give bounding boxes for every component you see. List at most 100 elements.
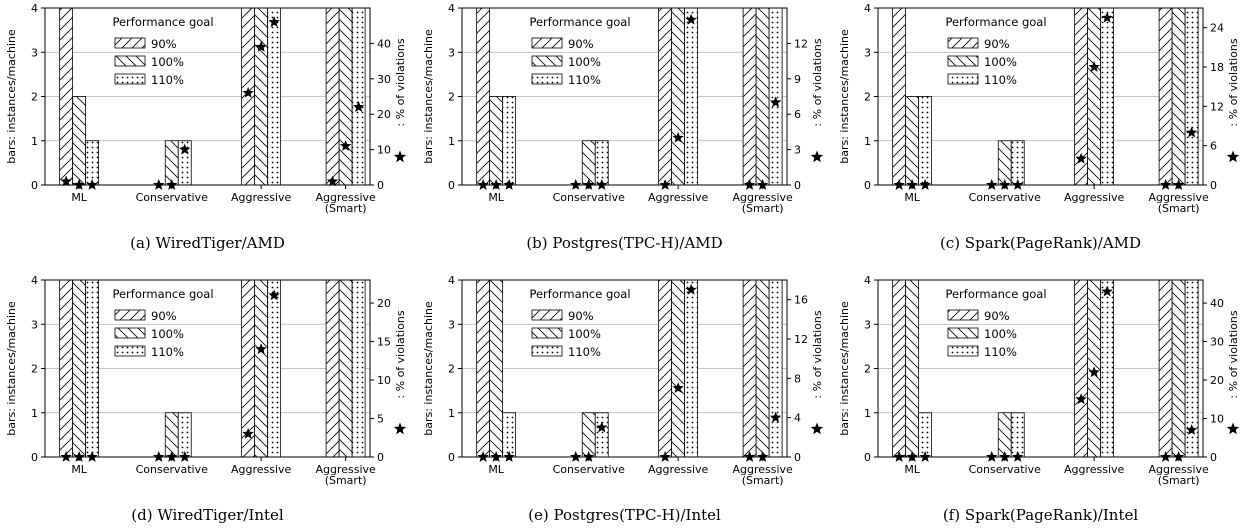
panel-caption: (b) Postgres(TPC-H)/AMD xyxy=(526,234,722,252)
bar-100pct-3 xyxy=(1171,279,1186,458)
violation-star xyxy=(986,179,998,190)
violation-star xyxy=(769,96,782,108)
y-tick-label: 0 xyxy=(31,451,38,464)
y-tick-label: 4 xyxy=(31,2,38,15)
bar-100pct-1 xyxy=(164,140,179,186)
right-axis-label: : % of violations xyxy=(394,310,407,398)
x-tick-label-line: ML xyxy=(71,463,87,476)
right-axis-label: : % of violations xyxy=(811,310,824,398)
bar-100pct-3 xyxy=(338,279,353,458)
y2-tick-label: 40 xyxy=(377,37,391,50)
y2-tick-label: 12 xyxy=(794,333,808,346)
right-axis-label: : % of violations xyxy=(811,38,824,126)
bar-110pct-1 xyxy=(594,140,609,186)
y-tick-label: 4 xyxy=(864,274,871,287)
y2-tick-label: 6 xyxy=(794,108,801,121)
bar-100pct-3 xyxy=(755,279,770,458)
legend-swatch xyxy=(947,345,979,357)
y-tick-label: 2 xyxy=(448,91,455,104)
panel-caption: (e) Postgres(TPC-H)/Intel xyxy=(528,506,721,524)
violation-star xyxy=(477,179,489,190)
x-tick-label-line: (Smart) xyxy=(742,474,784,487)
violation-star xyxy=(268,16,280,28)
y-tick-label: 3 xyxy=(31,46,38,59)
violation-star xyxy=(919,179,931,190)
violation-star xyxy=(60,451,72,462)
legend-item-label: 100% xyxy=(984,55,1017,69)
violation-star xyxy=(570,179,582,190)
x-tick-label-line: Aggressive xyxy=(732,191,793,204)
legend-title: Performance goal xyxy=(112,287,213,301)
bar-90pct-3 xyxy=(325,7,340,186)
violation-star xyxy=(743,179,756,190)
y2-tick-label: 0 xyxy=(794,179,801,192)
violation-star xyxy=(906,179,918,190)
violation-star xyxy=(893,179,905,190)
violation-star xyxy=(1185,424,1198,435)
legend-swatch xyxy=(947,309,979,321)
legend-item-label: 110% xyxy=(984,73,1017,87)
right-axis-star-icon xyxy=(810,150,824,163)
panel-caption: (f) Spark(PageRank)/Intel xyxy=(943,506,1139,524)
y-tick-label: 2 xyxy=(448,363,455,376)
violation-star xyxy=(73,179,85,190)
violation-star xyxy=(1088,366,1100,378)
y-tick-label: 1 xyxy=(31,407,38,420)
y2-tick-label: 5 xyxy=(377,413,384,426)
violation-star xyxy=(86,179,98,190)
legend-item-label: 90% xyxy=(984,37,1010,51)
violation-star xyxy=(503,451,515,462)
x-tick-label-line: Aggressive xyxy=(1148,191,1209,204)
bar-90pct-0 xyxy=(59,7,74,186)
violation-star xyxy=(166,179,178,190)
y2-tick-label: 16 xyxy=(794,294,808,307)
bar-100pct-2 xyxy=(1087,7,1102,186)
bar-90pct-0 xyxy=(59,279,74,458)
x-tick-label-line: (Smart) xyxy=(325,202,367,215)
legend-swatch xyxy=(114,55,146,67)
x-tick-label-line: Aggressive xyxy=(231,191,292,204)
bar-110pct-0 xyxy=(918,96,933,186)
right-axis-star-icon xyxy=(810,422,824,435)
y2-tick-label: 0 xyxy=(1210,179,1217,192)
y-tick-label: 0 xyxy=(31,179,38,192)
legend-item-label: 100% xyxy=(568,55,601,69)
violation-star xyxy=(503,179,515,190)
x-tick-label: ML xyxy=(904,463,920,476)
bar-110pct-3 xyxy=(351,7,366,186)
panel-caption: (d) WiredTiger/Intel xyxy=(131,506,284,524)
y2-tick-label: 12 xyxy=(1210,100,1224,113)
panel-caption: (c) Spark(PageRank)/AMD xyxy=(940,234,1141,252)
bar-110pct-0 xyxy=(85,140,100,186)
bar-110pct-2 xyxy=(267,279,282,458)
legend-item-label: 110% xyxy=(984,345,1017,359)
y-tick-label: 4 xyxy=(448,2,455,15)
y2-tick-label: 0 xyxy=(1210,451,1217,464)
y2-tick-label: 12 xyxy=(794,37,808,50)
y-tick-label: 3 xyxy=(864,46,871,59)
y2-tick-label: 40 xyxy=(1210,297,1224,310)
bar-110pct-0 xyxy=(85,279,100,458)
violation-star xyxy=(255,343,267,355)
violation-star xyxy=(596,421,608,433)
y2-tick-label: 0 xyxy=(794,451,801,464)
y2-tick-label: 30 xyxy=(377,73,391,86)
bar-110pct-3 xyxy=(351,279,366,458)
bar-100pct-0 xyxy=(905,279,920,458)
x-tick-label-line: Conservative xyxy=(969,191,1042,204)
y2-tick-label: 10 xyxy=(377,374,391,387)
legend-item-label: 90% xyxy=(568,309,594,323)
x-tick-label: ML xyxy=(488,463,504,476)
bar-100pct-1 xyxy=(581,412,596,458)
violation-star xyxy=(906,451,918,462)
legend-swatch xyxy=(531,73,563,85)
legend-swatch xyxy=(947,37,979,49)
bar-100pct-3 xyxy=(338,7,353,186)
violation-star xyxy=(919,451,931,462)
x-tick-label: Aggressive (Smart) xyxy=(1148,191,1209,215)
x-tick-label-line: ML xyxy=(904,463,920,476)
y2-tick-label: 20 xyxy=(1210,374,1224,387)
